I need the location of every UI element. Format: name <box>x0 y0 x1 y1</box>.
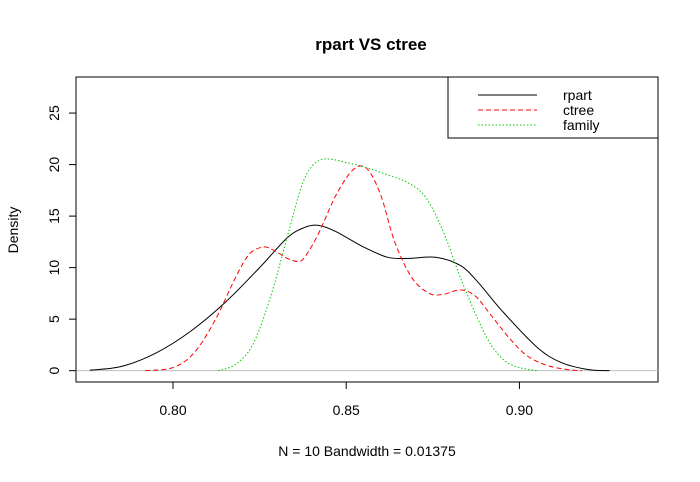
legend-label-family: family <box>563 117 600 133</box>
y-tick-label: 15 <box>46 208 62 224</box>
x-tick-label: 0.80 <box>159 402 186 418</box>
y-tick-label: 5 <box>46 315 62 323</box>
chart-title: rpart VS ctree <box>315 35 427 54</box>
y-tick-label: 25 <box>46 105 62 121</box>
legend-label-rpart: rpart <box>563 87 592 103</box>
series-line-ctree <box>145 165 582 372</box>
y-tick-label: 10 <box>46 260 62 276</box>
series-line-family <box>217 158 537 372</box>
legend-box <box>447 76 659 139</box>
y-tick-label: 0 <box>46 367 62 375</box>
y-tick-label: 20 <box>46 157 62 173</box>
legend-label-ctree: ctree <box>563 102 594 118</box>
x-axis-label: N = 10 Bandwidth = 0.01375 <box>278 443 456 459</box>
x-tick-label: 0.85 <box>333 402 360 418</box>
y-axis-label: Density <box>5 207 21 254</box>
x-tick-label: 0.90 <box>506 402 533 418</box>
series-line-rpart <box>89 224 610 372</box>
